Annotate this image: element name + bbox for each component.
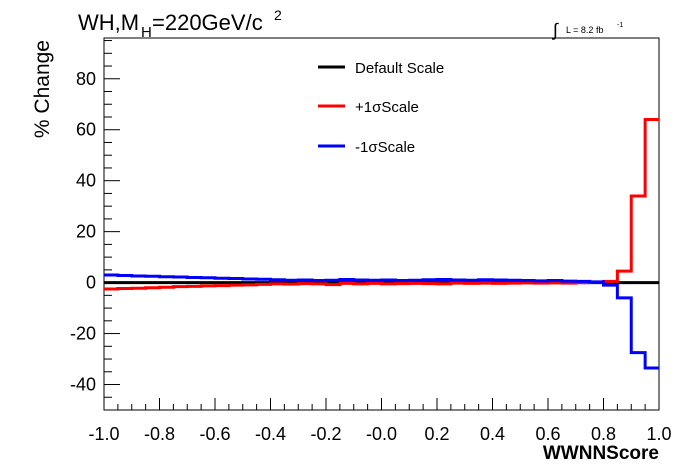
title-rest: =220GeV/c — [152, 10, 263, 35]
y-tick-label: -20 — [70, 324, 96, 344]
y-tick-label: -40 — [70, 375, 96, 395]
y-tick-label: 0 — [86, 273, 96, 293]
integral-symbol: ∫ — [551, 20, 559, 40]
plot-frame — [103, 37, 660, 411]
axes: -1.0 -0.8 -0.6 -0.4 -0.2 -0.0 0.2 0.4 0.6 0.8 1.0 -… — [70, 40, 672, 444]
y-tick-label: 60 — [76, 120, 96, 140]
legend-label-default: Default Scale — [355, 60, 444, 77]
x-tick-label: 1.0 — [646, 424, 671, 444]
x-tick-label: 0.6 — [535, 424, 560, 444]
x-tick-label: 0.4 — [480, 424, 505, 444]
y-axis-title: % Change — [31, 40, 54, 138]
x-tick-label: -0.4 — [255, 424, 286, 444]
title-subscript: H — [141, 24, 152, 41]
title-superscript: 2 — [274, 7, 282, 23]
x-tick-label: 0.8 — [591, 424, 616, 444]
series-plus1sigma-scale — [104, 118, 659, 291]
y-tick-label: 40 — [76, 171, 96, 191]
legend: Default Scale +1σScale -1σScale — [318, 60, 444, 156]
luminosity-label: ∫ L = 8.2 fb -1 — [551, 20, 623, 40]
legend-label-minus: -1σScale — [355, 139, 415, 156]
title-main: WH,M — [78, 10, 139, 35]
x-tick-label: 0.2 — [424, 424, 449, 444]
x-axis-title: WWNNScore — [543, 443, 659, 464]
x-tick-label: -0.2 — [310, 424, 341, 444]
legend-label-plus: +1σScale — [355, 99, 419, 116]
x-tick-label: -1.0 — [88, 424, 119, 444]
x-tick-label: -0.0 — [366, 424, 397, 444]
series-layer — [104, 118, 659, 370]
series-minus1sigma-scale — [104, 273, 659, 370]
y-tick-label: 80 — [76, 69, 96, 89]
x-tick-label: -0.6 — [199, 424, 230, 444]
chart-title: WH,M H =220GeV/c 2 — [78, 7, 282, 41]
y-tick-label: 20 — [76, 222, 96, 242]
x-tick-label: -0.8 — [144, 424, 175, 444]
luminosity-text: L = 8.2 fb — [566, 25, 603, 35]
luminosity-exponent: -1 — [617, 22, 623, 29]
